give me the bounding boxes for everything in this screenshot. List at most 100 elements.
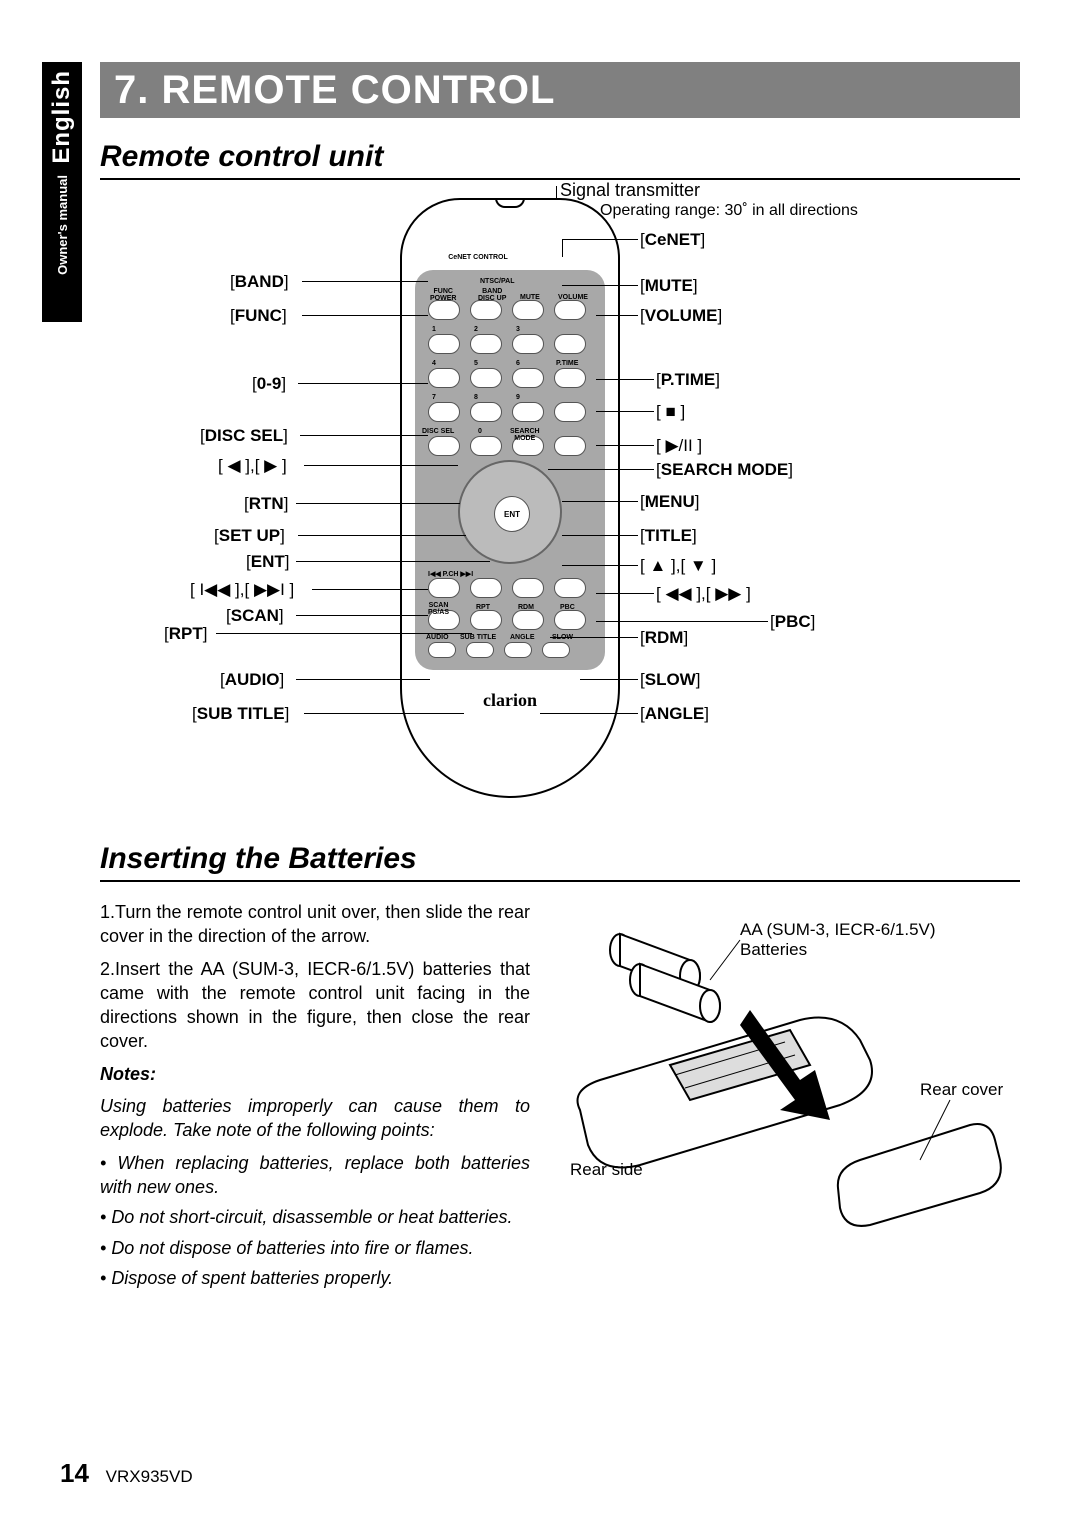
tiny-pbc: PBC [560,604,575,611]
lead-search [548,469,654,470]
btn-7 [428,402,460,422]
call-func: [FUNC] [230,306,287,326]
call-slow-text: SLOW [645,670,696,689]
btn-prev [428,578,460,598]
tiny-9: 9 [516,394,520,401]
tiny-audio: AUDIO [426,634,449,641]
call-skip-text: I◀◀ ],[ ▶▶I [199,580,284,599]
lead-playpause [596,445,654,446]
call-subtitle-text: SUB TITLE [197,704,285,723]
battery-figure: AA (SUM-3, IECR-6/1.5V) Batteries Rear c… [560,910,1020,1230]
call-rdm-text: RDM [645,628,684,647]
btn-ent: ENT [494,496,530,532]
btn-1 [428,334,460,354]
btn-subtitle [466,642,494,658]
tiny-subtitle: SUB TITLE [460,634,496,641]
btn-3 [512,334,544,354]
call-rtn-text: RTN [249,494,284,513]
call-skip: [ I◀◀ ],[ ▶▶I ] [190,580,294,600]
lead-subtitle [304,713,464,714]
call-numeric: [0-9] [252,374,286,394]
call-ffrw-text: ◀◀ ],[ ▶▶ [665,584,741,603]
lead-ent [296,561,490,562]
call-ent-text: ENT [251,552,285,571]
step-1: 1.Turn the remote control unit over, the… [100,900,530,949]
call-angle: [ANGLE] [640,704,709,724]
call-menu-text: MENU [645,492,695,511]
section-remote-unit: Remote control unit [100,140,1020,180]
tiny-pch: I◀◀ P.CH ▶▶I [428,570,473,578]
call-audio-text: AUDIO [225,670,280,689]
notes-heading: Notes: [100,1062,530,1086]
call-slow: [SLOW] [640,670,700,690]
lead-numeric [298,383,428,384]
tiny-8: 8 [474,394,478,401]
tiny-rpt: RPT [476,604,490,611]
lead-slow [580,679,638,680]
row-transport [428,578,586,598]
tiny-0: 0 [478,428,482,435]
btn-5 [470,368,502,388]
lead-setup [298,535,466,536]
btn-stop [554,402,586,422]
call-discsel-text: DISC SEL [205,426,283,445]
btn-2 [470,334,502,354]
row-456 [428,368,586,388]
call-mute-text: MUTE [645,276,693,295]
call-lr: [ ◀ ],[ ▶ ] [218,456,287,476]
row-top [428,300,586,320]
btn-discsel [428,436,460,456]
model-number: VRX935VD [106,1467,193,1486]
call-audio: [AUDIO] [220,670,284,690]
btn-vol-dn [554,334,586,354]
row-audio [428,642,570,658]
btn-9 [512,402,544,422]
call-numeric-text: 0-9 [257,374,282,393]
section-batteries: Inserting the Batteries [100,842,1020,882]
call-band-text: BAND [235,272,284,291]
btn-rew [512,578,544,598]
call-cenet-text: CeNET [645,230,701,249]
btn-slow [542,642,570,658]
note-4: Dispose of spent batteries properly. [100,1266,530,1290]
tiny-cenet: CeNET CONTROL [418,254,538,261]
lead-ffrw [596,593,654,594]
signal-range-label: Operating range: 30˚ in all directions [600,202,858,220]
lead-ptime [596,379,654,380]
btn-next [470,578,502,598]
call-ptime: [P.TIME] [656,370,720,390]
notes-list: When replacing batteries, replace both b… [100,1151,530,1290]
tiny-scan: SCANPS/AS [428,602,449,616]
fig-batt-text2: Batteries [740,940,807,959]
btn-mute [512,300,544,320]
tiny-rdm: RDM [518,604,534,611]
fig-rearcover-label: Rear cover [920,1080,1003,1100]
tiny-1: 1 [432,326,436,333]
row-scan [428,610,586,630]
fig-batt-label: AA (SUM-3, IECR-6/1.5V) Batteries [740,920,936,960]
call-title-text: TITLE [645,526,692,545]
call-rdm: [RDM] [640,628,688,648]
btn-audio [428,642,456,658]
lead-audio [296,679,430,680]
call-cenet: [CeNET] [640,230,705,250]
page-footer: 14 VRX935VD [60,1458,193,1489]
lead-mute [562,285,638,286]
btn-8 [470,402,502,422]
signal-transmitter-label: Signal transmitter [560,180,700,201]
call-band: [BAND] [230,272,289,292]
btn-play [554,436,586,456]
fig-batt-text: AA (SUM-3, IECR-6/1.5V) [740,920,936,939]
call-playpause: [ ▶/II ] [656,436,702,456]
call-menu: [MENU] [640,492,700,512]
call-search: [SEARCH MODE] [656,460,793,480]
btn-4 [428,368,460,388]
tiny-6: 6 [516,360,520,367]
lead-volume [596,315,638,316]
lead-scan [296,615,428,616]
battery-instructions: 1.Turn the remote control unit over, the… [100,900,530,1296]
btn-ff [554,578,586,598]
call-mute: [MUTE] [640,276,698,296]
call-ent: [ENT] [246,552,289,572]
call-pbc-text: PBC [775,612,811,631]
